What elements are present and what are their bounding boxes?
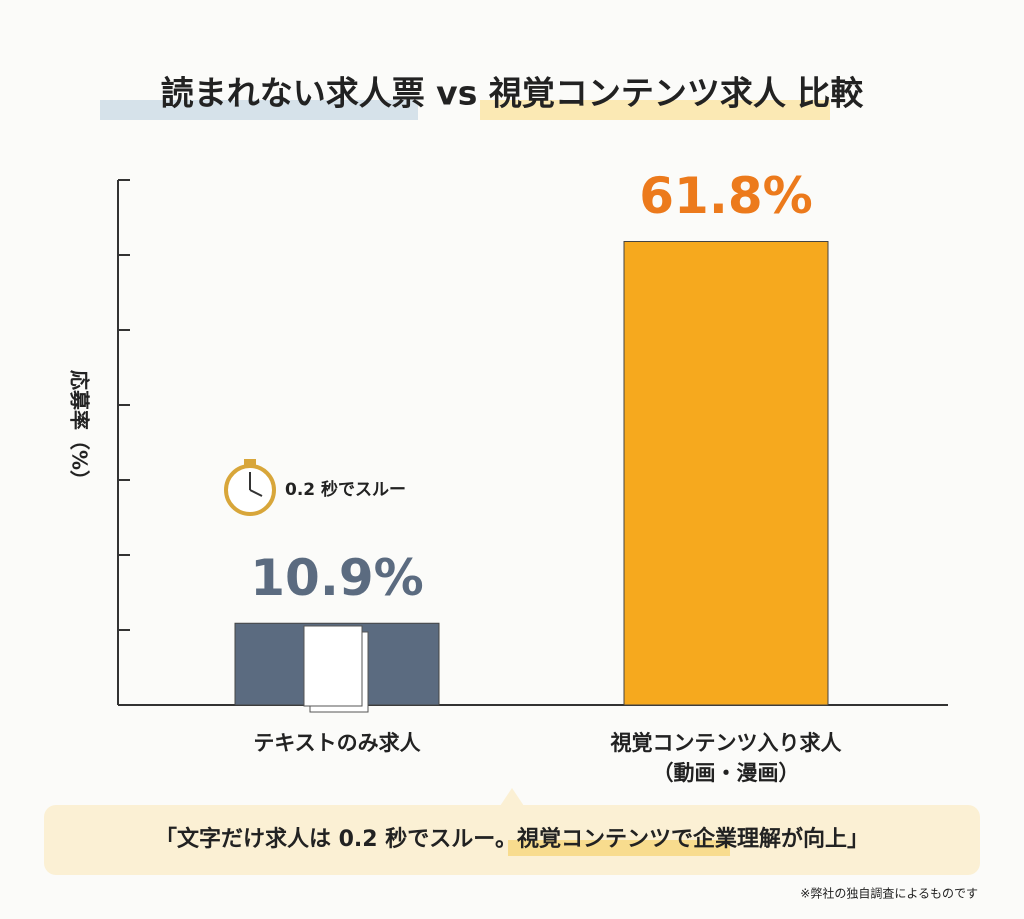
bar (623, 241, 829, 706)
footnote: ※弊社の独自調査によるものです (800, 886, 978, 901)
annotation: 0.2 秒でスルー (285, 479, 406, 500)
title-highlight (100, 100, 418, 120)
document-icon (303, 625, 369, 713)
value-label: 10.9% (250, 549, 423, 607)
stopwatch-icon (224, 459, 276, 516)
quote: 「文字だけ求人は 0.2 秒でスルー。視覚コンテンツで企業理解が向上」 (155, 826, 869, 852)
value-label: 61.8% (639, 167, 812, 225)
y-axis-label: 応募率（%） (68, 370, 92, 490)
x-tick-label: テキストのみ求人 (253, 731, 421, 755)
chart-title: 読まれない求人票 vs 視覚コンテンツ求人 比較 (161, 74, 865, 113)
x-tick-label: 視覚コンテンツ入り求人 （動画・漫画） (610, 731, 842, 785)
quote-pointer (500, 788, 524, 806)
title-highlight (480, 100, 830, 120)
quote-highlight (508, 840, 730, 856)
